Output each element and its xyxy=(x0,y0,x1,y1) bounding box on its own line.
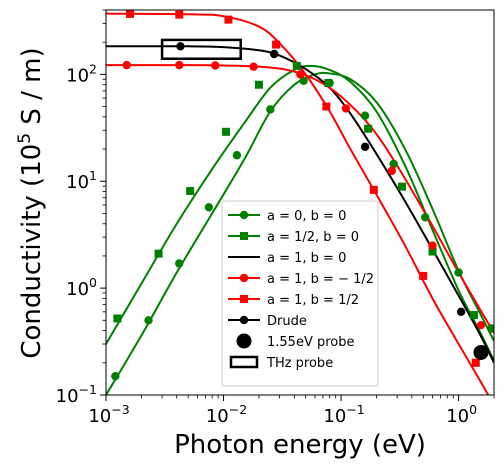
legend-entry: a = 1, b = − 1/2 xyxy=(228,272,374,287)
legend-entry: a = 1/2, b = 0 xyxy=(228,230,359,245)
series-0-point-8 xyxy=(360,111,370,120)
series-1-point-8 xyxy=(398,182,407,191)
legend-entry: THz probe xyxy=(229,355,333,371)
series-3-point-5 xyxy=(341,104,351,113)
x-tick-label: 10−1 xyxy=(323,402,364,427)
series-line-2 xyxy=(106,45,494,364)
plot-frame xyxy=(105,9,495,396)
series-0-point-2 xyxy=(175,259,184,268)
series-4-point-1 xyxy=(175,10,184,19)
series-3-point-1 xyxy=(175,60,184,70)
series-5-point-0 xyxy=(176,42,185,51)
series-0-point-12 xyxy=(487,324,494,333)
x-tick-label: 10−3 xyxy=(88,402,129,427)
legend-entry: 1.55eV probe xyxy=(236,333,354,350)
series-0-point-4 xyxy=(232,151,242,160)
legend: a = 0, b = 0 a = 1/2, b = 0 a = 1, b = 0 a … xyxy=(221,200,379,387)
series-line-0 xyxy=(106,71,494,395)
series-3-point-0 xyxy=(122,60,131,70)
legend-marker xyxy=(239,210,249,220)
legend-entry: a = 1, b = 0 xyxy=(228,251,346,266)
series-4-point-4 xyxy=(322,102,331,111)
series-1-point-3 xyxy=(222,127,231,136)
legend-entry: Drude xyxy=(228,314,307,329)
series-5-point-1 xyxy=(270,49,279,59)
series-0-point-1 xyxy=(144,316,153,325)
series-1-point-0 xyxy=(113,314,122,323)
y-axis-label: Conductivity (105 S / m) xyxy=(15,47,47,358)
legend-box xyxy=(221,200,379,387)
legend-label: Drude xyxy=(267,314,307,329)
series-4-point-6 xyxy=(419,271,428,280)
series-1-point-9 xyxy=(428,247,437,256)
legend-label: THz probe xyxy=(266,356,333,371)
y-tick-label: 10−1 xyxy=(56,382,97,407)
legend-label: a = 1, b = 1/2 xyxy=(267,293,359,308)
y-tick-label: 100 xyxy=(66,275,97,300)
series-4-point-2 xyxy=(224,15,233,24)
series-0-point-0 xyxy=(111,371,120,381)
series-1-point-7 xyxy=(364,124,373,133)
series-3-point-7 xyxy=(428,241,437,250)
series-0-point-6 xyxy=(299,76,308,86)
x-tick-label: 10−2 xyxy=(206,402,247,427)
legend-marker xyxy=(236,333,252,349)
legend-label: 1.55eV probe xyxy=(267,335,354,350)
series-0-point-3 xyxy=(204,203,214,212)
series-0-point-11 xyxy=(454,268,463,277)
series-1-point-6 xyxy=(324,78,333,87)
annotations xyxy=(160,38,242,60)
series-1-point-2 xyxy=(186,187,195,196)
series-0-point-10 xyxy=(421,213,430,222)
thz-probe-box xyxy=(160,38,242,60)
y-tick-label: 101 xyxy=(66,168,97,193)
legend-marker xyxy=(239,315,249,325)
legend-label: a = 1, b = 0 xyxy=(267,251,346,266)
series-line-4 xyxy=(106,12,490,395)
series-3-point-2 xyxy=(211,61,220,70)
legend-marker xyxy=(239,273,249,283)
series-3-point-6 xyxy=(387,166,396,176)
series-1-point-1 xyxy=(154,249,163,258)
series-5-point-2 xyxy=(360,142,370,151)
legend-label: a = 0, b = 0 xyxy=(267,209,346,224)
series-markers xyxy=(111,10,494,381)
series-3-point-3 xyxy=(249,62,258,71)
series-4-point-3 xyxy=(272,40,281,49)
series-1-point-10 xyxy=(469,311,478,320)
series-line-1 xyxy=(106,64,494,362)
x-axis-label: Photon energy (eV) xyxy=(174,430,426,460)
series-4-point-7 xyxy=(471,358,480,367)
probe-155ev-point xyxy=(473,344,489,360)
legend-entry: a = 0, b = 0 xyxy=(228,209,346,224)
series-0-point-9 xyxy=(389,159,398,169)
series-3-point-4 xyxy=(296,70,305,79)
series-4-point-5 xyxy=(369,185,378,194)
legend-label: a = 1, b = − 1/2 xyxy=(267,272,374,287)
x-tick-label: 100 xyxy=(446,402,477,427)
legend-entry: a = 1, b = 1/2 xyxy=(228,293,359,308)
legend-marker xyxy=(229,355,259,369)
series-5-point-3 xyxy=(456,307,466,317)
series-1-point-5 xyxy=(292,61,301,70)
legend-marker xyxy=(240,295,248,303)
series-0-point-5 xyxy=(266,105,275,114)
series-4-point-0 xyxy=(125,10,134,18)
axis-ticks: 10−3 10−2 10−1 100 10−1 100 101 102 xyxy=(56,9,495,427)
y-tick-label: 102 xyxy=(66,61,97,86)
series-1-point-4 xyxy=(254,80,263,89)
series-3-point-8 xyxy=(476,320,486,330)
legend-label: a = 1/2, b = 0 xyxy=(267,230,359,245)
legend-marker xyxy=(240,232,248,240)
